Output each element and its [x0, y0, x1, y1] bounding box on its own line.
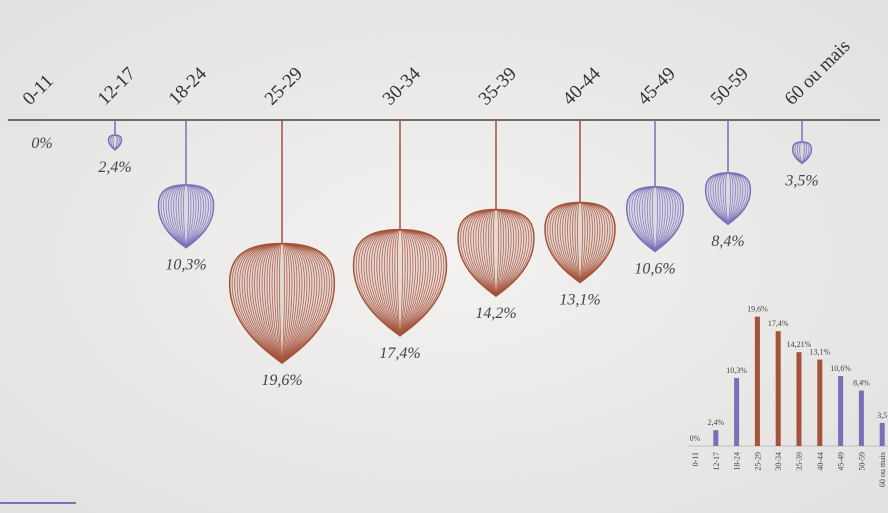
value-label: 14,2% — [475, 305, 516, 322]
lantern — [457, 120, 535, 298]
bar-value-label: 17,4% — [768, 319, 789, 328]
bar — [817, 359, 823, 446]
bar-value-label: 19,6% — [747, 305, 768, 314]
bar — [796, 352, 802, 446]
lantern — [228, 120, 336, 365]
bar-category-label: 12-17 — [712, 452, 721, 471]
lantern — [352, 120, 448, 338]
value-label: 10,3% — [165, 257, 206, 274]
bar — [858, 390, 864, 446]
bar — [734, 378, 740, 446]
bar-category-label: 30-34 — [774, 452, 783, 471]
value-label: 0% — [31, 135, 52, 152]
value-label: 19,6% — [261, 372, 302, 389]
lantern-rib — [110, 134, 120, 151]
lantern-rib — [794, 141, 810, 164]
value-label: 17,4% — [379, 345, 420, 362]
lantern-rib — [547, 202, 613, 283]
lantern-rib — [231, 243, 333, 364]
bar-category-label: 0-11 — [691, 452, 700, 466]
bar-value-label: 2,4% — [707, 418, 724, 427]
bar — [879, 422, 885, 446]
bar-value-label: 10,3% — [726, 366, 747, 375]
bar-category-label: 35-39 — [795, 452, 804, 471]
lantern — [704, 120, 752, 226]
lantern — [107, 120, 123, 151]
bar — [838, 376, 844, 446]
bar-value-label: 3,5 — [877, 411, 887, 420]
lantern-rib — [707, 172, 749, 225]
bar — [775, 331, 781, 446]
value-label: 10,6% — [634, 260, 675, 277]
bar-value-label: 10,6% — [830, 364, 851, 373]
bar — [713, 430, 719, 446]
bar — [754, 316, 760, 446]
lantern — [625, 120, 685, 253]
bar-category-label: 40-44 — [816, 452, 825, 471]
bar-value-label: 14,21% — [787, 340, 812, 349]
bar-category-label: 25-29 — [753, 452, 762, 471]
bar-value-label: 0% — [690, 434, 701, 443]
lantern-rib — [355, 229, 445, 337]
lantern — [157, 120, 215, 249]
lantern — [791, 120, 813, 165]
lantern-rib — [460, 209, 532, 297]
bar-category-label: 18-24 — [733, 452, 742, 471]
bar-value-label: 8,4% — [853, 379, 870, 388]
bar-category-label: 60 ou mais — [878, 452, 887, 487]
value-label: 13,1% — [559, 291, 600, 308]
lantern-rib — [160, 184, 212, 249]
bar-category-label: 50-59 — [857, 452, 866, 471]
value-label: 8,4% — [711, 233, 744, 250]
lantern — [544, 120, 616, 284]
lantern-rib — [628, 186, 682, 252]
value-label: 3,5% — [784, 172, 818, 189]
bar-value-label: 13,1% — [809, 348, 830, 357]
bar-category-label: 45-49 — [837, 452, 846, 471]
value-label: 2,4% — [98, 159, 131, 176]
